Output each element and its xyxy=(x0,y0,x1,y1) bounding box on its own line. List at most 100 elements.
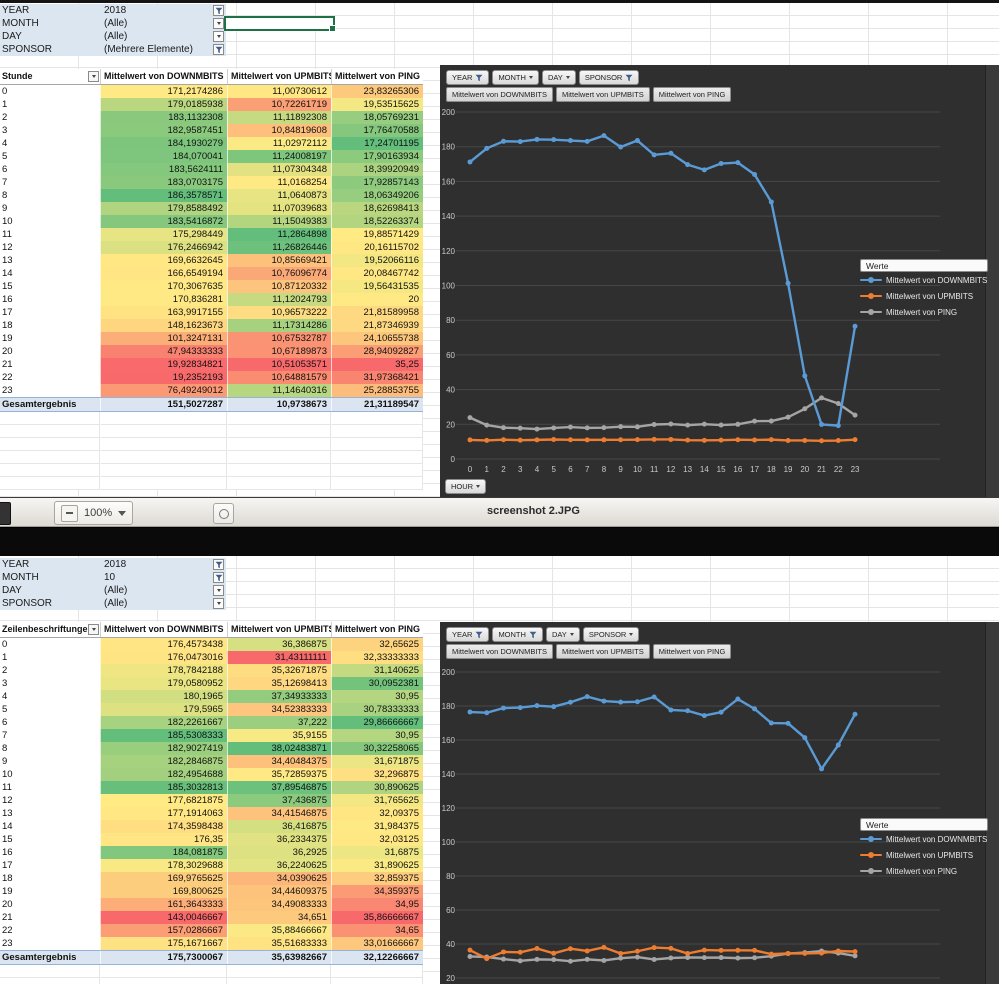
funnel-filter-icon xyxy=(475,74,483,81)
column-header: Mittelwert von UPMBITS xyxy=(227,69,331,84)
value-cell: 31,97368421 xyxy=(331,371,423,384)
row-label: 20 xyxy=(2,346,13,357)
table-row: 23 175,1671667 35,51683333 33,01666667 xyxy=(0,937,423,950)
row-label: 5 xyxy=(2,151,8,162)
empty-cell xyxy=(227,425,331,438)
caret-down-icon xyxy=(91,75,96,78)
table-row: 23 76,49249012 11,14640316 25,28853755 xyxy=(0,384,423,397)
value-cell: 148,1623673 xyxy=(100,319,227,332)
value-cell: 11,02972112 xyxy=(227,137,331,150)
value-cell: 163,9917155 xyxy=(100,306,227,319)
column-header: Mittelwert von UPMBITS xyxy=(227,622,331,637)
filter-funnel-button xyxy=(213,572,224,583)
value-cell: 10,96573222 xyxy=(227,306,331,319)
screenshot-image-1[interactable]: YEAR 2018 MONTH (Alle) DAY (Alle) SPONSOR (Mehr… xyxy=(0,3,999,497)
y-axis-tick: 120 xyxy=(442,804,456,813)
screenshot-image-2[interactable]: YEAR 2018 MONTH 10 DAY (Alle) SPONSOR (Alle) Ze… xyxy=(0,556,999,984)
y-axis-tick: 100 xyxy=(442,838,456,847)
table-row: 17 178,3029688 36,2240625 31,890625 xyxy=(0,859,423,872)
value-cell: 37,222 xyxy=(227,716,331,729)
value-cell: 166,6549194 xyxy=(100,267,227,280)
x-axis-tick: 15 xyxy=(717,465,726,474)
value-cell: 176,2466942 xyxy=(100,241,227,254)
zoom-level: 100% xyxy=(84,507,113,519)
legend-marker-icon xyxy=(860,836,882,842)
empty-cell xyxy=(331,425,423,438)
x-axis-tick: 1 xyxy=(485,465,490,474)
caret-down-icon xyxy=(216,589,221,592)
value-cell: 17,24701195 xyxy=(331,137,423,150)
empty-row xyxy=(0,425,423,438)
series-line-1 xyxy=(469,946,856,960)
column-header: Mittelwert von DOWNMBITS xyxy=(100,622,227,637)
table-row: 22 19,2352193 10,64881579 31,97368421 xyxy=(0,371,423,384)
chevron-down-icon[interactable] xyxy=(118,510,127,516)
y-axis-tick: 40 xyxy=(446,386,455,395)
x-axis-tick: 6 xyxy=(568,465,573,474)
empty-cell xyxy=(331,477,423,490)
value-cell: 175,298449 xyxy=(100,228,227,241)
value-cell: 175,1671667 xyxy=(100,937,227,950)
separator-band xyxy=(0,528,999,556)
legend-label: Mittelwert von PING xyxy=(886,307,958,317)
chart-series-button: Mittelwert von UPMBITS xyxy=(556,87,650,102)
legend-label: Mittelwert von PING xyxy=(886,866,958,876)
filter-field-label: SPONSOR xyxy=(2,44,53,55)
row-label: 6 xyxy=(2,717,8,728)
row-label: 13 xyxy=(2,255,13,266)
table-row: 0 176,4573438 36,386875 32,65625 xyxy=(0,638,423,651)
row-label: 1 xyxy=(2,652,8,663)
y-axis-tick: 20 xyxy=(446,420,455,429)
value-cell: 10,67532787 xyxy=(227,332,331,345)
zoom-control[interactable]: 100% xyxy=(54,501,134,525)
value-cell: 20 xyxy=(331,293,423,306)
value-cell: 20,16115702 xyxy=(331,241,423,254)
legend-marker-icon xyxy=(860,868,882,874)
filter-dropdown-button xyxy=(213,585,224,596)
series-line-0 xyxy=(469,134,857,427)
row-label: 3 xyxy=(2,125,8,136)
viewer-edge-icon xyxy=(0,502,11,525)
empty-cell xyxy=(331,464,423,477)
value-cell: 32,859375 xyxy=(331,872,423,885)
value-cell: 176,0473016 xyxy=(100,651,227,664)
legend-item: Mittelwert von PING xyxy=(860,863,992,879)
value-cell: 18,06349206 xyxy=(331,189,423,202)
chart-field-button-year: YEAR xyxy=(446,70,490,85)
zoom-out-button[interactable] xyxy=(61,504,78,522)
empty-cell xyxy=(227,477,331,490)
zoom-reset-button[interactable] xyxy=(213,503,234,524)
legend-field-button: Werte xyxy=(860,818,988,831)
value-cell: 19,2352193 xyxy=(100,371,227,384)
row-label: 21 xyxy=(2,912,13,923)
value-cell: 31,43111111 xyxy=(227,651,331,664)
empty-cell xyxy=(0,451,100,464)
value-cell: 21,87346939 xyxy=(331,319,423,332)
filter-row-day: DAY (Alle) xyxy=(0,584,226,597)
value-cell: 31,140625 xyxy=(331,664,423,677)
series-line-2 xyxy=(469,396,856,431)
value-cell: 31,890625 xyxy=(331,859,423,872)
value-cell: 10,64881579 xyxy=(227,371,331,384)
value-cell: 182,9027419 xyxy=(100,742,227,755)
value-cell: 180,1965 xyxy=(100,690,227,703)
legend-item: Mittelwert von PING xyxy=(860,304,992,320)
row-label: 9 xyxy=(2,203,8,214)
legend-item: Mittelwert von UPMBITS xyxy=(860,288,992,304)
value-cell: 35,25 xyxy=(331,358,423,371)
value-cell: 10,87120332 xyxy=(227,280,331,293)
table-row: 18 169,9765625 34,0390625 32,859375 xyxy=(0,872,423,885)
table-row: 15 176,35 36,2334375 32,03125 xyxy=(0,833,423,846)
legend-label: Mittelwert von UPMBITS xyxy=(886,291,974,301)
filter-row-year: YEAR 2018 xyxy=(0,558,226,571)
y-axis-tick: 80 xyxy=(446,316,455,325)
pivot-table: Stunde Mittelwert von DOWNMBITS Mittelwert… xyxy=(0,69,423,490)
value-cell: 34,0390625 xyxy=(227,872,331,885)
x-axis-tick: 14 xyxy=(700,465,709,474)
value-cell: 36,2925 xyxy=(227,846,331,859)
value-cell: 19,56431535 xyxy=(331,280,423,293)
empty-cell xyxy=(100,464,227,477)
value-cell: 34,52383333 xyxy=(227,703,331,716)
chart-field-button-sponsor: SPONSOR xyxy=(578,70,640,85)
